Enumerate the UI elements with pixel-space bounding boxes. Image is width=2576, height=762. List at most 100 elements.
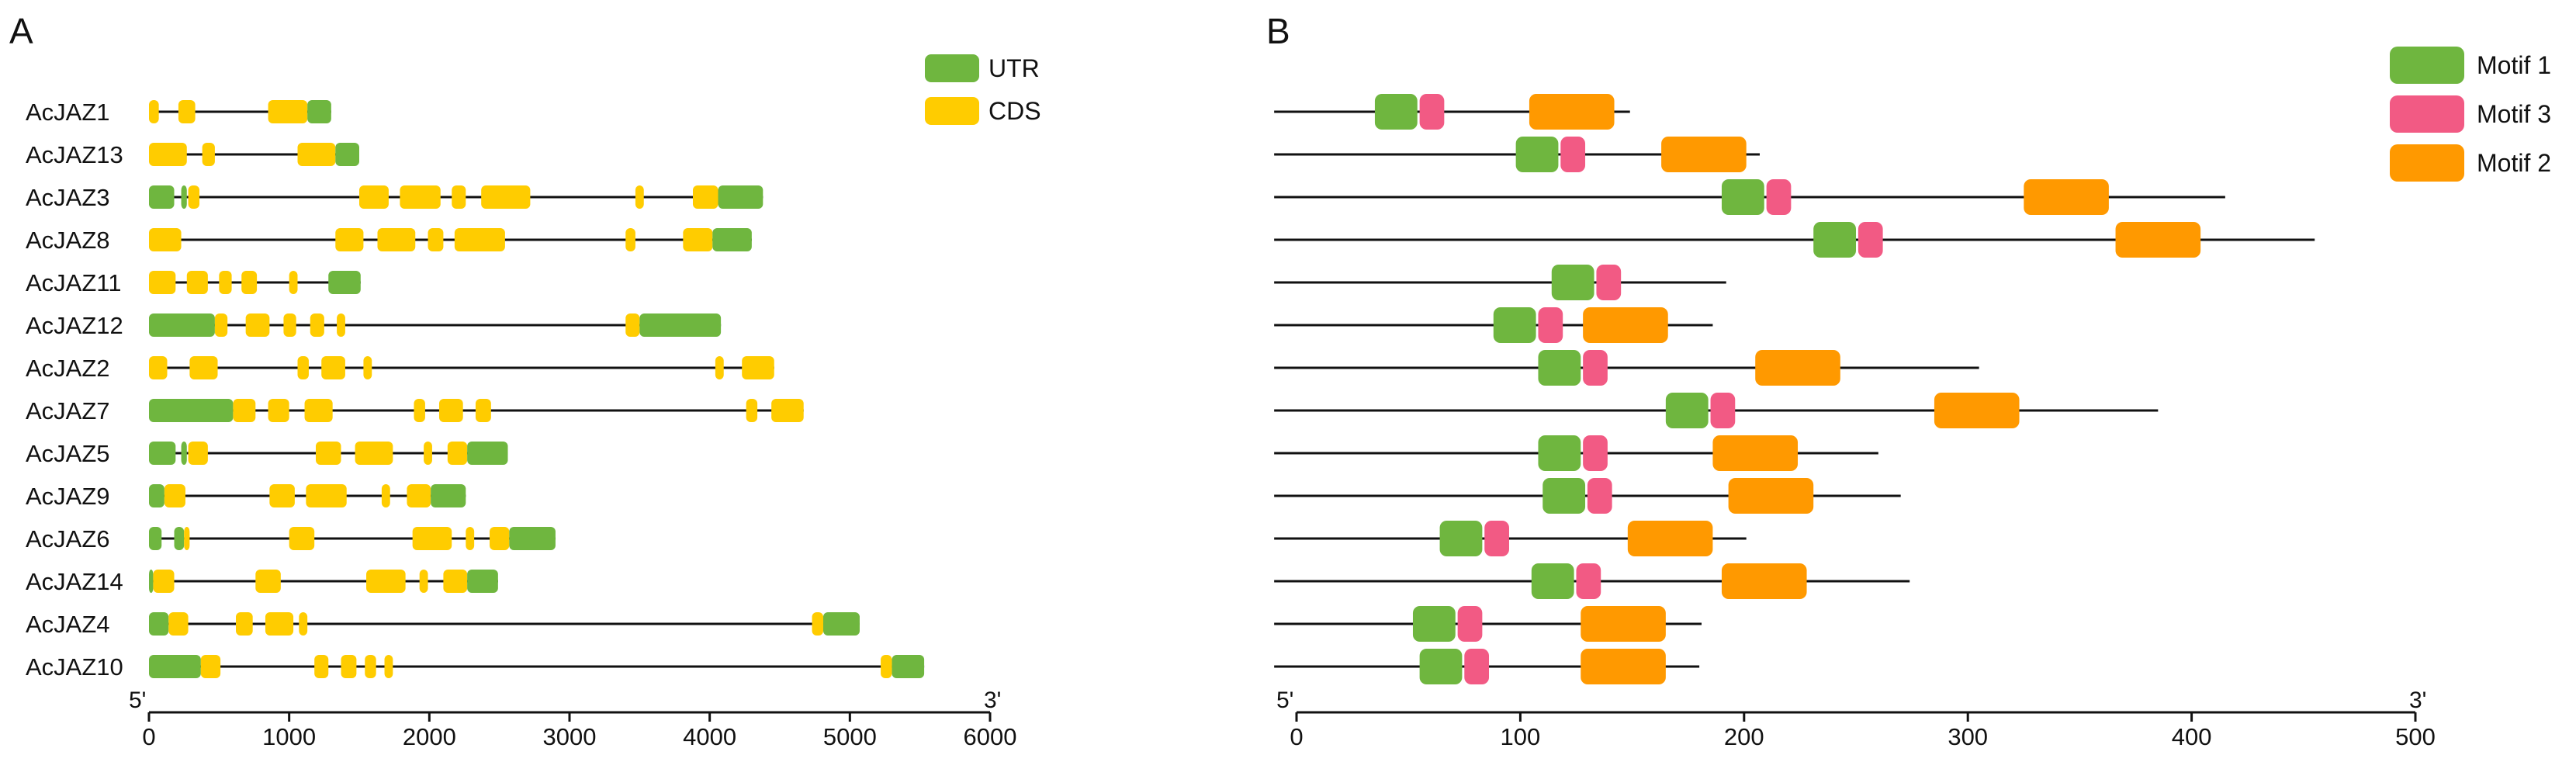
motif-1-box [1721,179,1764,215]
motif-1-box [1493,307,1536,343]
cds-segment [321,356,345,379]
cds-segment [314,655,329,678]
gene-row-acjaz8: AcJAZ8 [26,227,752,254]
motif-2-box [1529,94,1615,130]
utr-segment [149,655,201,678]
utr-segment [149,570,154,593]
x-tick-label: 2000 [403,723,456,750]
motif-row [1274,137,1760,172]
utr-segment [149,399,234,422]
gene-name-label: AcJAZ1 [26,99,110,126]
cds-segment [168,612,189,636]
legend-item-utr: UTR [925,54,1040,82]
x-tick-label: 0 [142,723,155,750]
cds-segment [490,527,510,550]
motif-2-box [1581,606,1666,642]
cds-segment [245,313,270,337]
motif-3-box [1858,222,1883,258]
gene-row-acjaz11: AcJAZ11 [26,269,361,296]
motif-3-box [1464,649,1490,684]
cds-segment [149,100,159,123]
panel-b-protein-rows [1274,94,2315,684]
cds-segment [268,399,289,422]
x-tick-label: 300 [1948,723,1988,750]
cds-segment [236,612,253,636]
cds-segment [438,399,463,422]
motif-3-box [1419,94,1445,130]
gene-row-acjaz14: AcJAZ14 [26,568,498,595]
cds-segment [355,442,393,465]
motif-row [1274,563,1910,599]
cds-segment [746,399,758,422]
x-tick-label: 400 [2172,723,2212,750]
x-tick-label: 5000 [823,723,877,750]
cds-segment [306,484,347,507]
cds-segment [365,655,376,678]
cds-segment [164,484,185,507]
cds-segment [683,228,713,251]
cds-segment [184,527,190,550]
cds-segment [407,484,431,507]
utr-segment [149,185,175,209]
cds-segment [377,228,416,251]
motif-2-box [2024,179,2109,215]
gene-name-label: AcJAZ11 [26,269,121,296]
cds-segment [310,313,324,337]
cds-segment [283,313,296,337]
motif-row [1274,478,1901,514]
cds-segment [297,356,309,379]
motif-row [1274,179,2225,215]
gene-name-label: AcJAZ6 [26,525,110,552]
utr-segment [181,185,187,209]
cds-segment [315,442,341,465]
cds-segment [466,527,475,550]
legend-swatch-cds [925,97,979,125]
motif-1-box [1374,94,1418,130]
gene-row-acjaz3: AcJAZ3 [26,184,763,211]
motif-2-box [1712,435,1799,471]
cds-segment [452,185,466,209]
cds-segment [149,356,168,379]
motif-1-box [1538,350,1581,386]
motif-1-box [1551,265,1594,300]
gene-name-label: AcJAZ2 [26,355,110,382]
panel-a-legend: UTR CDS [925,54,1041,125]
gene-name-label: AcJAZ14 [26,568,123,595]
motif-3-box [1576,563,1601,599]
cds-segment [881,655,892,678]
x-tick-label: 3000 [543,723,597,750]
motif-3-box [1583,435,1608,471]
panel-a-x-axis: 0 1000 2000 3000 4000 5000 6000 5' 3' [129,688,1016,750]
utr-segment [509,527,556,550]
x-tick-label: 100 [1501,723,1541,750]
utr-segment [174,527,185,550]
motif-3-box [1710,393,1736,428]
gene-name-label: AcJAZ3 [26,184,110,211]
cds-segment [269,484,295,507]
gene-row-acjaz10: AcJAZ10 [26,653,925,681]
cds-segment [335,228,364,251]
cds-segment [149,143,187,166]
motif-1-box [1439,521,1483,556]
cds-segment [265,612,294,636]
legend-label-motif2: Motif 2 [2477,149,2551,177]
legend-swatch-utr [925,54,979,82]
motif-2-box [1627,521,1713,556]
utr-segment [467,570,498,593]
motif-row [1274,265,1726,300]
three-prime-label: 3' [2409,688,2426,713]
gene-row-acjaz4: AcJAZ4 [26,611,860,638]
cds-segment [692,185,718,209]
utr-segment [149,484,164,507]
panel-b-x-axis: 0 100 200 300 400 500 5' 3' [1276,688,2436,750]
utr-segment [307,100,331,123]
motif-3-box [1583,350,1608,386]
x-tick-label: 200 [1724,723,1764,750]
motif-2-box [1583,307,1668,343]
cds-segment [715,356,724,379]
cds-segment [635,185,644,209]
gene-row-acjaz5: AcJAZ5 [26,440,508,467]
motif-3-box [1538,307,1563,343]
motif-1-box [1813,222,1856,258]
